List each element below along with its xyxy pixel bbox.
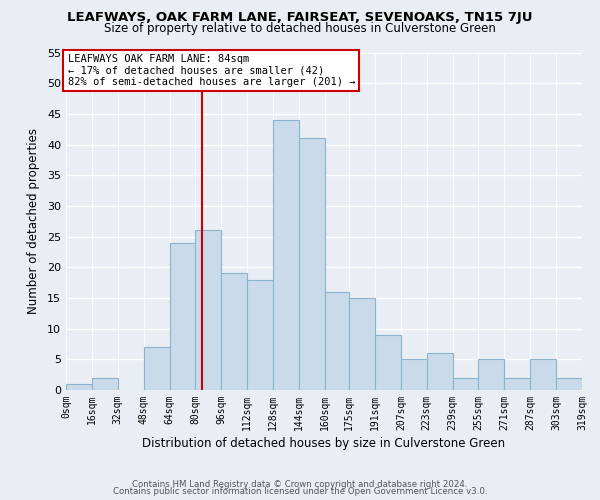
Bar [530,360,556,390]
Bar [505,378,530,390]
Bar [66,384,92,390]
Bar [92,378,118,390]
Bar [375,335,401,390]
X-axis label: Distribution of detached houses by size in Culverstone Green: Distribution of detached houses by size … [142,437,506,450]
Text: Contains public sector information licensed under the Open Government Licence v3: Contains public sector information licen… [113,488,487,496]
Bar [427,353,452,390]
Bar [221,274,247,390]
Bar [401,360,427,390]
Text: Size of property relative to detached houses in Culverstone Green: Size of property relative to detached ho… [104,22,496,35]
Bar [247,280,273,390]
Text: Contains HM Land Registry data © Crown copyright and database right 2024.: Contains HM Land Registry data © Crown c… [132,480,468,489]
Bar [299,138,325,390]
Bar [478,360,505,390]
Bar [325,292,349,390]
Bar [170,242,196,390]
Text: LEAFWAYS, OAK FARM LANE, FAIRSEAT, SEVENOAKS, TN15 7JU: LEAFWAYS, OAK FARM LANE, FAIRSEAT, SEVEN… [67,11,533,24]
Bar [452,378,478,390]
Bar [143,347,170,390]
Bar [196,230,221,390]
Bar [349,298,375,390]
Bar [556,378,582,390]
Text: LEAFWAYS OAK FARM LANE: 84sqm
← 17% of detached houses are smaller (42)
82% of s: LEAFWAYS OAK FARM LANE: 84sqm ← 17% of d… [68,54,355,87]
Y-axis label: Number of detached properties: Number of detached properties [27,128,40,314]
Bar [273,120,299,390]
